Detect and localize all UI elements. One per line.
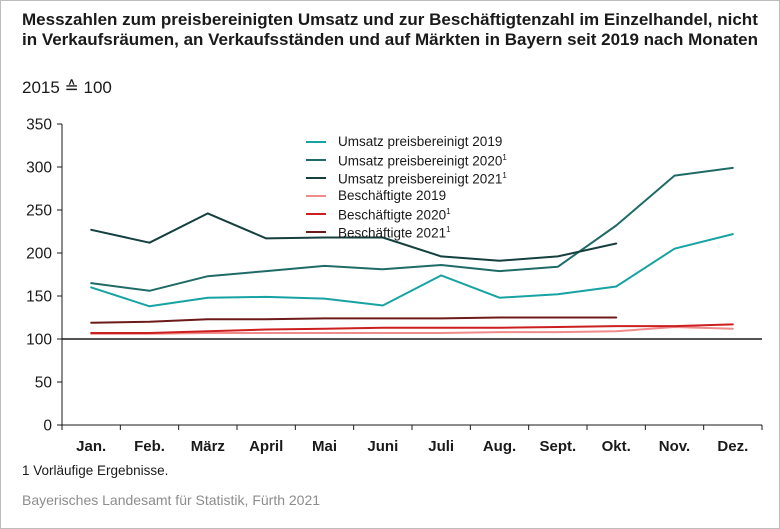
x-tick-label: Sept. bbox=[539, 438, 576, 455]
x-tick-label: Feb. bbox=[134, 438, 165, 455]
series-line-4 bbox=[90, 326, 734, 335]
legend-footnote-mark: 1 bbox=[502, 171, 507, 181]
legend-label-text: Umsatz preisbereinigt 2019 bbox=[338, 134, 503, 149]
y-tick-label: 250 bbox=[26, 203, 52, 220]
legend-label-text: Umsatz preisbereinigt 2020 bbox=[338, 153, 503, 169]
legend-footnote-mark: 1 bbox=[446, 207, 451, 217]
legend-swatch bbox=[306, 212, 326, 216]
legend-swatch bbox=[306, 194, 326, 198]
x-tick-label: Juni bbox=[367, 438, 398, 455]
legend-footnote-mark: 1 bbox=[446, 225, 451, 235]
legend-label: Umsatz preisbereinigt 20211 bbox=[338, 167, 507, 189]
y-tick-label: 300 bbox=[26, 160, 52, 177]
x-tick-label: Juli bbox=[428, 438, 454, 455]
legend-label: Umsatz preisbereinigt 20201 bbox=[338, 149, 507, 171]
chart-series bbox=[90, 166, 734, 335]
legend-label-text: Beschäftigte 2021 bbox=[338, 225, 447, 241]
series-line-2 bbox=[90, 166, 734, 292]
legend-label-text: Umsatz preisbereinigt 2021 bbox=[338, 171, 503, 187]
x-tick-label: Jan. bbox=[76, 438, 106, 455]
series-line-3 bbox=[90, 212, 618, 262]
y-tick-label: 350 bbox=[26, 117, 52, 134]
x-tick-label: Okt. bbox=[602, 438, 631, 455]
legend-swatch bbox=[306, 230, 326, 234]
legend-label: Beschäftigte 20211 bbox=[338, 221, 451, 243]
x-tick-label: März bbox=[191, 438, 225, 455]
source-note: Bayerisches Landesamt für Statistik, Für… bbox=[22, 492, 321, 508]
x-tick-label: Aug. bbox=[483, 438, 516, 455]
x-tick-label: April bbox=[249, 438, 283, 455]
x-tick-label: Mai bbox=[312, 438, 337, 455]
series-line-6 bbox=[90, 316, 618, 324]
y-tick-label: 200 bbox=[26, 246, 52, 263]
chart-legend: Umsatz preisbereinigt 2019 Umsatz preisbe… bbox=[306, 133, 507, 241]
legend-label-text: Beschäftigte 2020 bbox=[338, 207, 447, 223]
chart-axes: 0 50 100 150 200 250 300 350 Jan. Feb. März April Ma… bbox=[26, 117, 763, 455]
series-line-5 bbox=[90, 323, 734, 334]
x-tick-label: Nov. bbox=[659, 438, 690, 455]
legend-swatch bbox=[306, 176, 326, 180]
legend-swatch bbox=[306, 140, 326, 144]
legend-item: Umsatz preisbereinigt 2019 bbox=[306, 133, 507, 151]
legend-item: Umsatz preisbereinigt 20201 bbox=[306, 151, 507, 169]
legend-item: Beschäftigte 20201 bbox=[306, 205, 507, 223]
x-tick-label: Dez. bbox=[717, 438, 748, 455]
y-tick-label: 150 bbox=[26, 289, 52, 306]
chart-subtitle: 2015 ≙ 100 bbox=[22, 78, 112, 97]
y-tick-label: 50 bbox=[35, 375, 53, 392]
legend-item: Beschäftigte 20211 bbox=[306, 223, 507, 241]
chart-title: Messzahlen zum preisbereinigten Umsatz u… bbox=[22, 10, 758, 49]
legend-label-text: Beschäftigte 2019 bbox=[338, 188, 447, 203]
footnote: 1 Vorläufige Ergebnisse. bbox=[22, 463, 169, 478]
legend-label: Umsatz preisbereinigt 2019 bbox=[338, 133, 502, 151]
legend-footnote-mark: 1 bbox=[502, 153, 507, 163]
legend-label: Beschäftigte 2019 bbox=[338, 187, 446, 205]
legend-label: Beschäftigte 20201 bbox=[338, 203, 451, 225]
y-tick-label: 100 bbox=[26, 332, 52, 349]
legend-item: Beschäftigte 2019 bbox=[306, 187, 507, 205]
legend-swatch bbox=[306, 158, 326, 162]
y-tick-label: 0 bbox=[43, 418, 52, 435]
legend-item: Umsatz preisbereinigt 20211 bbox=[306, 169, 507, 187]
series-line-1 bbox=[90, 233, 734, 308]
